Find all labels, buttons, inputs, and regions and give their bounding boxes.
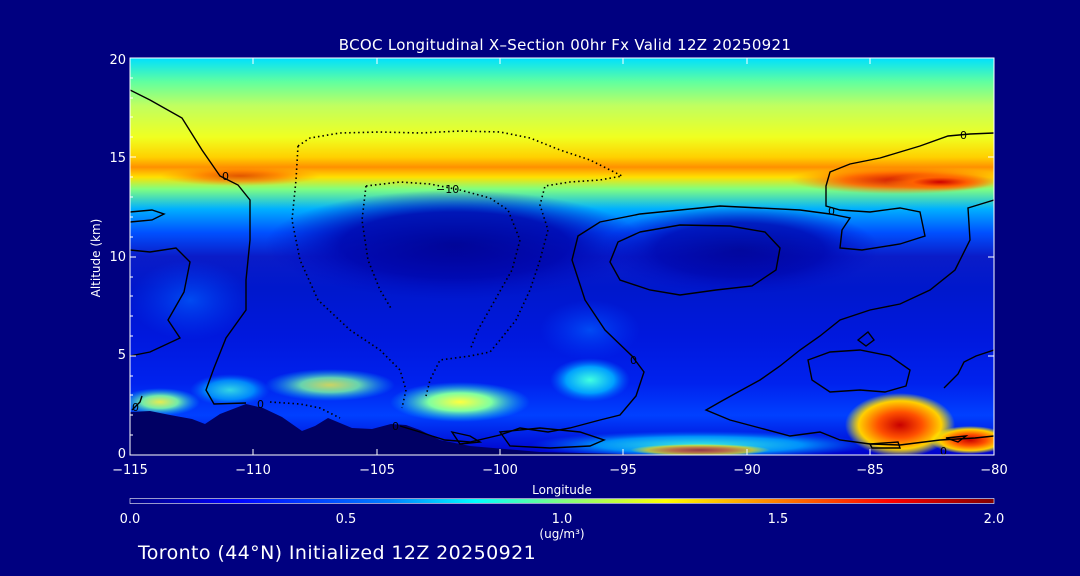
y-tick-label: 0 — [117, 447, 126, 462]
chart-title: BCOC Longitudinal X–Section 00hr Fx Vali… — [338, 36, 792, 54]
plot-axes — [129, 57, 995, 456]
contour-label: −10 — [436, 183, 459, 196]
x-tick-label: −95 — [609, 463, 637, 478]
colorbar-tick-label: 2.0 — [983, 512, 1005, 527]
contour-lines — [130, 89, 994, 449]
y-tick-label: 5 — [117, 348, 126, 363]
footer-caption: Toronto (44°N) Initialized 12Z 20250921 — [138, 542, 537, 564]
colorbar-tick-label: 0.0 — [119, 512, 141, 527]
x-axis-label: Longitude — [532, 483, 592, 497]
colorbar-tick-label: 1.0 — [551, 512, 573, 527]
contour-label: 0 — [222, 170, 229, 183]
contour-label-group: 0 −10 0 0 0 0 0 0 0 — [132, 129, 967, 458]
x-tick-label: −100 — [482, 463, 518, 478]
y-tick-label: 20 — [109, 53, 126, 68]
x-tick-label: −110 — [235, 463, 271, 478]
contour-label: 0 — [392, 420, 399, 433]
dotted-contours — [269, 130, 625, 419]
colorbar-tick-label: 0.5 — [335, 512, 357, 527]
x-tick-label: −105 — [359, 463, 395, 478]
x-tick-label: −85 — [856, 463, 884, 478]
contour-label: 0 — [828, 205, 835, 218]
x-tick-label: −80 — [980, 463, 1008, 478]
terrain — [130, 404, 700, 455]
y-tick-label: 10 — [109, 250, 126, 265]
colorbar-unit-label: (ug/m³) — [539, 527, 585, 541]
contour-label: 0 — [630, 354, 637, 367]
contour-label: 0 — [257, 398, 264, 411]
contour-label: 0 — [132, 401, 139, 414]
colorbar — [129, 498, 995, 504]
contour-label: 0 — [940, 445, 947, 458]
contour-label: 0 — [960, 129, 967, 142]
colorbar-tick-label: 1.5 — [767, 512, 789, 527]
heatmap-field — [130, 58, 994, 455]
x-tick-label: −90 — [733, 463, 761, 478]
x-tick-label: −115 — [112, 463, 148, 478]
y-tick-label: 15 — [109, 151, 126, 166]
